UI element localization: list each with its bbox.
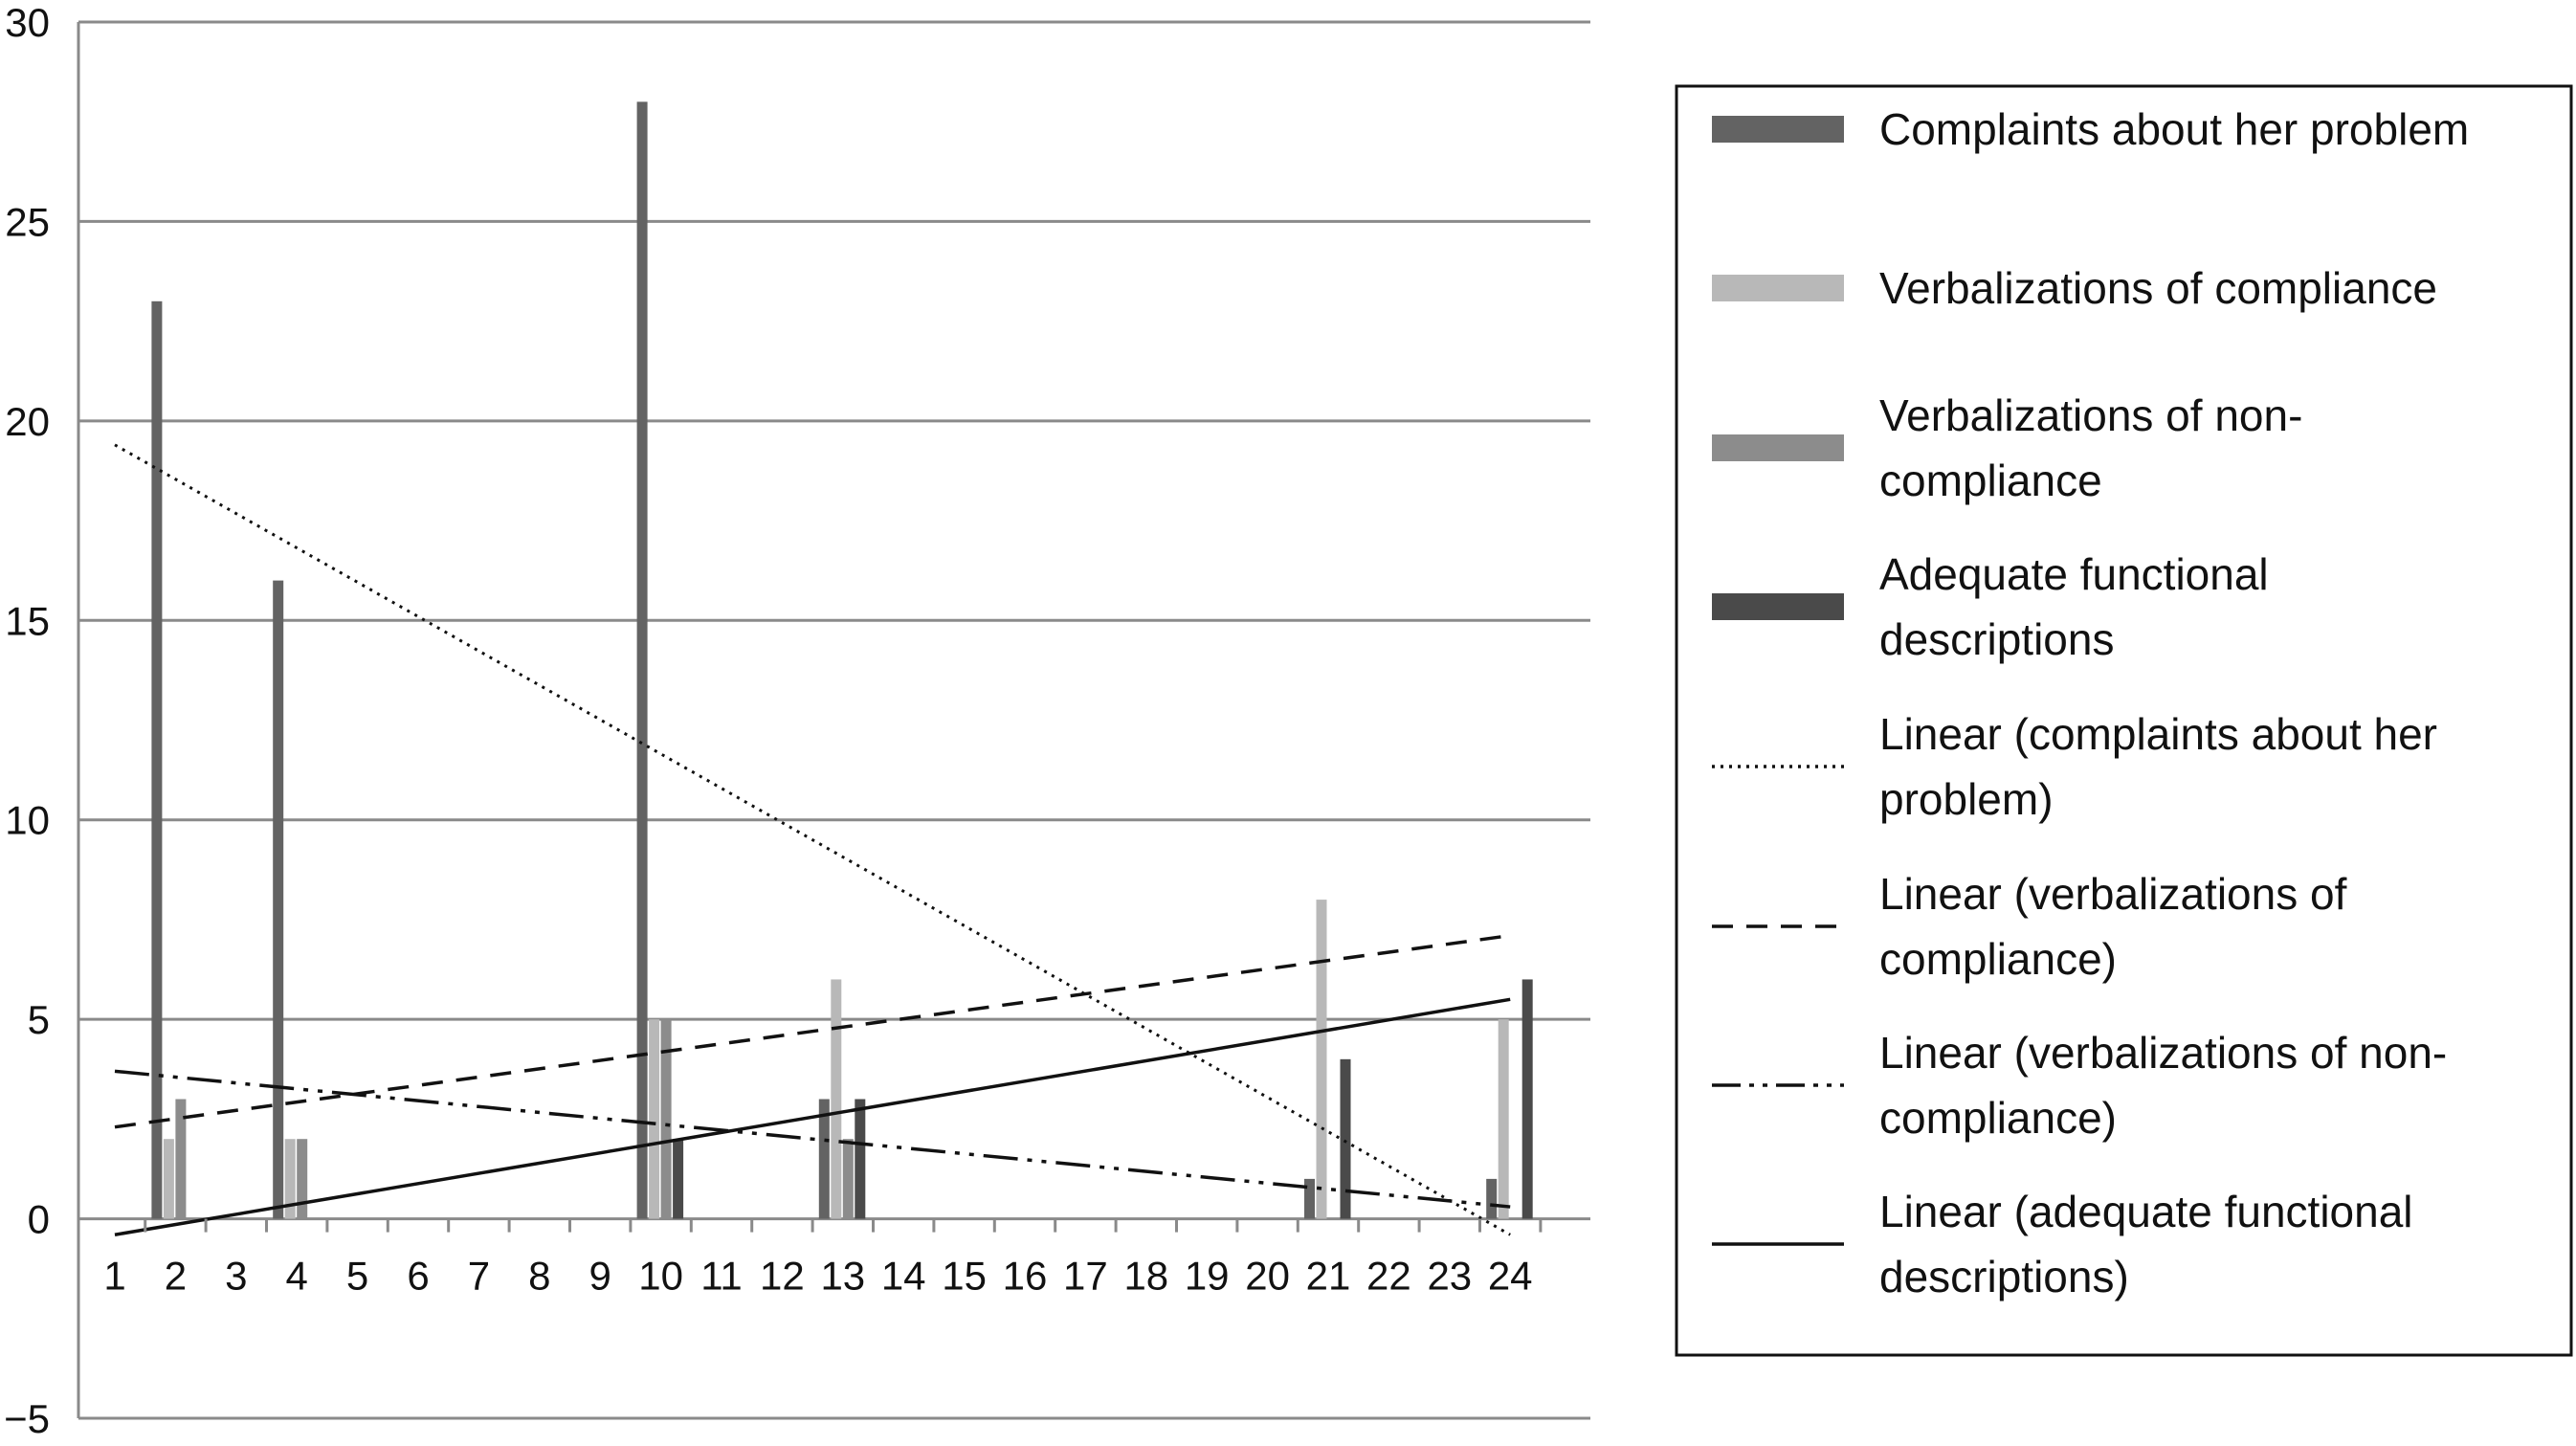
bar	[297, 1139, 308, 1219]
y-tick-label: 20	[5, 399, 50, 444]
bar	[818, 1099, 830, 1219]
x-tick-label: 19	[1185, 1254, 1230, 1299]
trend-line	[114, 443, 1511, 1236]
legend-label: Verbalizations of non-compliance	[1879, 390, 2302, 505]
y-tick-label: 5	[28, 997, 50, 1042]
bar	[284, 1139, 296, 1219]
legend-label: Linear (verbalizations of compliance)	[1879, 869, 2347, 984]
x-tick-label: 8	[528, 1254, 550, 1299]
bars	[151, 101, 1533, 1219]
y-tick-label: 15	[5, 598, 50, 643]
bar	[855, 1099, 866, 1219]
x-tick-label: 12	[760, 1254, 805, 1299]
x-tick-label: 14	[881, 1254, 926, 1299]
legend-label: Complaints about her problem	[1879, 104, 2469, 154]
y-tick-label: −5	[4, 1396, 50, 1441]
y-tick-label: 30	[5, 0, 50, 45]
x-tick-label: 13	[820, 1254, 865, 1299]
bar	[163, 1139, 174, 1219]
x-tick-label: 24	[1488, 1254, 1533, 1299]
y-axis: 30 25 20 15 10 5 0 −5	[4, 0, 80, 1441]
bar	[831, 979, 842, 1219]
x-tick-label: 16	[1003, 1254, 1048, 1299]
bar	[273, 580, 284, 1219]
x-tick-label: 20	[1245, 1254, 1290, 1299]
x-tick-label: 5	[346, 1254, 368, 1299]
bar	[673, 1139, 684, 1219]
y-tick-label: 25	[5, 199, 50, 244]
x-tick-label: 11	[700, 1254, 743, 1299]
trend-line	[114, 997, 1511, 1236]
trend-lines	[114, 443, 1511, 1236]
legend-swatch-bar	[1712, 275, 1844, 301]
bar	[636, 101, 648, 1219]
x-tick-label: 18	[1123, 1254, 1168, 1299]
legend-label: Linear (verbalizations of non-compliance…	[1879, 1028, 2447, 1143]
legend-label: Linear (adequate functional descriptions)	[1879, 1187, 2413, 1301]
x-tick-label: 15	[942, 1254, 987, 1299]
bar	[1340, 1058, 1351, 1219]
x-tick-label: 21	[1306, 1254, 1351, 1299]
y-tick-label: 10	[5, 798, 50, 843]
bar	[660, 1019, 672, 1219]
x-tick-label: 10	[638, 1254, 683, 1299]
legend-label: Linear (complaints about her problem)	[1879, 709, 2437, 824]
bar	[1316, 900, 1327, 1219]
bar	[1486, 1178, 1498, 1219]
legend: Complaints about her problem Verbalizatio…	[1675, 84, 2573, 1357]
x-tick-label: 3	[225, 1254, 247, 1299]
x-tick-label: 1	[103, 1254, 125, 1299]
bar	[1304, 1178, 1315, 1219]
x-tick-label: 6	[407, 1254, 429, 1299]
legend-swatch-bar	[1712, 434, 1844, 461]
trend-line	[114, 933, 1511, 1129]
bar	[649, 1019, 660, 1219]
x-tick-label: 7	[468, 1254, 490, 1299]
legend-label: Adequate functional descriptions	[1879, 549, 2269, 664]
x-tick-label: 2	[165, 1254, 187, 1299]
bar	[842, 1139, 854, 1219]
trend-line	[114, 1069, 1511, 1209]
x-tick-label: 4	[286, 1254, 308, 1299]
y-tick-label: 0	[28, 1197, 50, 1242]
bar	[1498, 1019, 1509, 1219]
legend-swatch-bar	[1712, 116, 1844, 143]
bar	[1521, 979, 1533, 1219]
legend-label: Verbalizations of compliance	[1879, 263, 2437, 313]
x-axis: 1 2 3 4 5 6 7 8 9 10 11 12 13 14 15 16 17 18 19 20 21 22 23 24	[103, 1218, 1543, 1299]
bar	[151, 300, 163, 1219]
x-tick-label: 9	[589, 1254, 611, 1299]
x-tick-label: 22	[1366, 1254, 1411, 1299]
x-tick-label: 17	[1063, 1254, 1108, 1299]
bar	[175, 1099, 187, 1219]
x-tick-label: 23	[1427, 1254, 1472, 1299]
legend-swatch-bar	[1712, 593, 1844, 620]
